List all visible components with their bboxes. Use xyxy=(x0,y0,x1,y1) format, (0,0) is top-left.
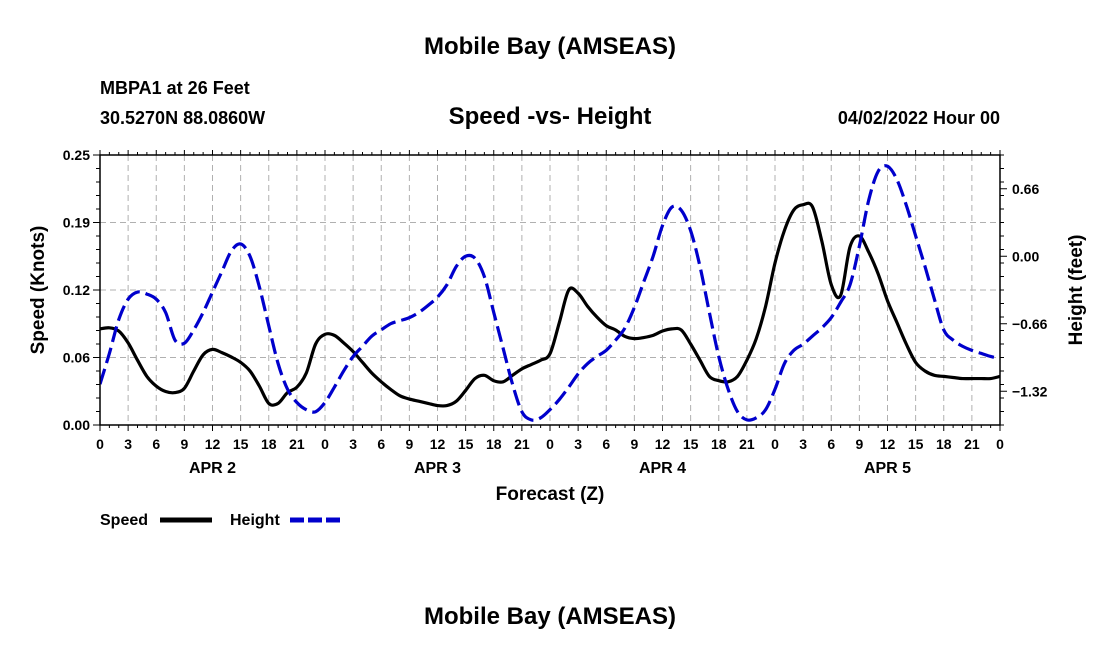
day-label: APR 2 xyxy=(189,460,236,477)
legend-label-speed: Speed xyxy=(100,512,148,529)
x-tick-label: 15 xyxy=(683,436,699,452)
x-tick-label: 15 xyxy=(458,436,474,452)
forecast-datetime: 04/02/2022 Hour 00 xyxy=(838,108,1000,128)
x-tick-label: 9 xyxy=(855,436,863,452)
x-tick-label: 15 xyxy=(908,436,924,452)
y2-tick-label: 0.66 xyxy=(1012,181,1039,197)
plot-frame xyxy=(99,154,1001,426)
x-tick-label: 18 xyxy=(486,436,502,452)
x-tick-label: 6 xyxy=(827,436,835,452)
y2-tick-label: −0.66 xyxy=(1012,316,1048,332)
x-tick-label: 21 xyxy=(964,436,980,452)
station-label: MBPA1 at 26 Feet xyxy=(100,78,250,98)
x-tick-label: 15 xyxy=(233,436,249,452)
x-tick-label: 0 xyxy=(96,436,104,452)
chart-main-title: Mobile Bay (AMSEAS) xyxy=(424,33,676,60)
x-tick-label: 6 xyxy=(152,436,160,452)
coordinates-label: 30.5270N 88.0860W xyxy=(100,108,265,128)
x-tick-label: 3 xyxy=(349,436,357,452)
y-tick-label: 0.25 xyxy=(63,147,90,163)
y-axis-title: Speed (Knots) xyxy=(28,226,49,355)
legend: Speed Height xyxy=(100,512,342,529)
x-tick-label: 18 xyxy=(936,436,952,452)
y-tick-label: 0.00 xyxy=(63,417,90,433)
x-tick-label: 0 xyxy=(996,436,1004,452)
y2-tick-label: −1.32 xyxy=(1012,383,1048,399)
legend-label-height: Height xyxy=(230,512,280,529)
x-tick-label: 9 xyxy=(405,436,413,452)
series-line-speed xyxy=(100,201,1000,408)
series-line-height xyxy=(100,164,1000,422)
x-tick-label: 9 xyxy=(630,436,638,452)
x-tick-label: 21 xyxy=(739,436,755,452)
x-tick-label: 12 xyxy=(655,436,671,452)
y2-axis-title: Height (feet) xyxy=(1066,235,1087,346)
day-label: APR 4 xyxy=(639,460,686,477)
x-tick-label: 3 xyxy=(574,436,582,452)
x-tick-label: 18 xyxy=(711,436,727,452)
x-tick-label: 21 xyxy=(289,436,305,452)
day-label: APR 3 xyxy=(414,460,461,477)
day-label: APR 5 xyxy=(864,460,911,477)
x-tick-label: 3 xyxy=(124,436,132,452)
grid xyxy=(100,155,1000,425)
x-tick-label: 0 xyxy=(321,436,329,452)
chart-subtitle: Speed -vs- Height xyxy=(449,103,652,130)
tick-labels: 0 3 6 9 12 15 18 21 0 3 6 9 12 15 18 21 0 3 6 9 12 15 18 21 0 3 6 9… xyxy=(63,147,1048,477)
x-tick-label: 6 xyxy=(602,436,610,452)
x-tick-label: 6 xyxy=(377,436,385,452)
x-tick-label: 3 xyxy=(799,436,807,452)
y-tick-label: 0.12 xyxy=(63,282,90,298)
y-tick-label: 0.19 xyxy=(63,215,90,231)
series-group xyxy=(100,164,1000,422)
y2-tick-label: 0.00 xyxy=(1012,248,1039,264)
x-tick-label: 12 xyxy=(205,436,221,452)
x-tick-label: 12 xyxy=(430,436,446,452)
x-tick-label: 21 xyxy=(514,436,530,452)
footer-title: Mobile Bay (AMSEAS) xyxy=(424,603,676,630)
x-tick-label: 18 xyxy=(261,436,277,452)
x-tick-label: 0 xyxy=(546,436,554,452)
x-tick-label: 0 xyxy=(771,436,779,452)
x-tick-label: 12 xyxy=(880,436,896,452)
y-tick-label: 0.06 xyxy=(63,350,90,366)
x-tick-label: 9 xyxy=(180,436,188,452)
x-axis-title: Forecast (Z) xyxy=(496,484,605,505)
